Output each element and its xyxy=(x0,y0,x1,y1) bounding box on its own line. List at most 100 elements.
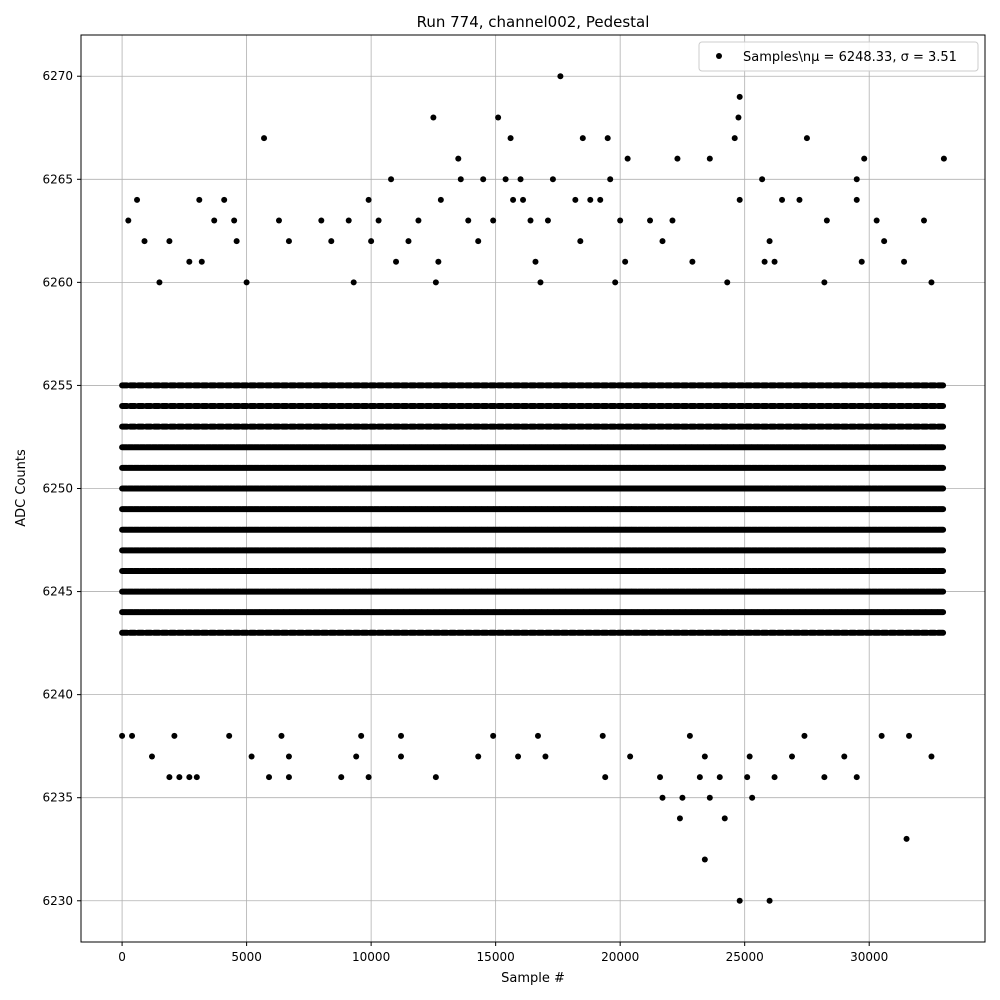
data-point xyxy=(604,135,611,142)
data-point xyxy=(437,196,444,203)
data-point xyxy=(211,217,218,224)
data-point xyxy=(771,774,778,781)
data-point xyxy=(701,856,708,863)
data-point xyxy=(171,732,178,739)
data-point xyxy=(193,774,200,781)
chart-title: Run 774, channel002, Pedestal xyxy=(417,13,650,31)
data-point xyxy=(689,258,696,265)
data-point xyxy=(761,258,768,265)
data-point xyxy=(542,753,549,760)
data-point xyxy=(766,897,773,904)
x-axis-ticks: 0 5000 10000 15000 20000 25000 30000 xyxy=(118,942,888,964)
data-point xyxy=(186,258,193,265)
data-point xyxy=(328,238,335,245)
data-point xyxy=(226,732,233,739)
data-point xyxy=(368,238,375,245)
data-point xyxy=(821,774,828,781)
data-point xyxy=(233,238,240,245)
data-point xyxy=(148,753,155,760)
data-point xyxy=(858,258,865,265)
data-point xyxy=(166,238,173,245)
data-point xyxy=(248,753,255,760)
data-point xyxy=(350,279,357,286)
data-point xyxy=(156,279,163,286)
data-point xyxy=(557,73,564,80)
x-tick-label: 30000 xyxy=(850,950,888,964)
data-point xyxy=(353,753,360,760)
data-point xyxy=(457,176,464,183)
data-point xyxy=(676,815,683,822)
data-point xyxy=(686,732,693,739)
data-point xyxy=(549,176,556,183)
data-point xyxy=(744,774,751,781)
data-point xyxy=(821,279,828,286)
data-point xyxy=(674,155,681,162)
data-point xyxy=(398,732,405,739)
x-axis-label: Sample # xyxy=(501,971,565,986)
data-point xyxy=(243,279,250,286)
data-point xyxy=(318,217,325,224)
data-point xyxy=(221,196,228,203)
data-point xyxy=(724,279,731,286)
data-point xyxy=(527,217,534,224)
data-point xyxy=(669,217,676,224)
data-point xyxy=(735,114,742,121)
data-point xyxy=(853,774,860,781)
data-points xyxy=(119,73,947,904)
y-axis-ticks: 6230 6235 6240 6245 6250 6255 6260 6265 6270 xyxy=(42,69,81,908)
data-point xyxy=(873,217,880,224)
data-point xyxy=(405,238,412,245)
data-point xyxy=(231,217,238,224)
data-point xyxy=(490,217,497,224)
data-point xyxy=(432,774,439,781)
legend-marker-icon xyxy=(716,53,722,59)
data-point xyxy=(759,176,766,183)
data-point xyxy=(507,135,514,142)
data-point xyxy=(771,258,778,265)
data-point xyxy=(475,753,482,760)
data-point xyxy=(928,753,935,760)
data-point xyxy=(358,732,365,739)
data-point xyxy=(166,774,173,781)
data-point xyxy=(455,155,462,162)
data-point xyxy=(731,135,738,142)
data-point xyxy=(597,196,604,203)
y-tick-label: 6245 xyxy=(42,585,73,599)
y-tick-label: 6270 xyxy=(42,69,73,83)
y-tick-label: 6250 xyxy=(42,482,73,496)
data-point xyxy=(696,774,703,781)
data-point xyxy=(928,279,935,286)
data-point xyxy=(788,753,795,760)
data-point xyxy=(480,176,487,183)
data-point xyxy=(607,176,614,183)
data-point xyxy=(465,217,472,224)
data-point xyxy=(679,794,686,801)
data-point xyxy=(375,217,382,224)
data-point xyxy=(261,135,268,142)
data-point xyxy=(823,217,830,224)
data-point xyxy=(134,196,141,203)
data-point xyxy=(612,279,619,286)
data-point xyxy=(803,135,810,142)
data-point xyxy=(736,196,743,203)
data-point xyxy=(119,732,126,739)
data-point xyxy=(901,258,908,265)
data-point xyxy=(345,217,352,224)
data-point xyxy=(125,217,132,224)
data-point xyxy=(721,815,728,822)
data-point xyxy=(920,217,927,224)
data-point xyxy=(435,258,442,265)
data-point xyxy=(176,774,183,781)
y-tick-label: 6265 xyxy=(42,172,73,186)
data-point xyxy=(801,732,808,739)
y-tick-label: 6240 xyxy=(42,688,73,702)
data-point xyxy=(706,155,713,162)
data-point xyxy=(534,732,541,739)
data-point xyxy=(853,196,860,203)
x-tick-label: 10000 xyxy=(352,950,390,964)
data-point xyxy=(490,732,497,739)
data-point xyxy=(532,258,539,265)
data-point xyxy=(861,155,868,162)
data-point xyxy=(141,238,148,245)
